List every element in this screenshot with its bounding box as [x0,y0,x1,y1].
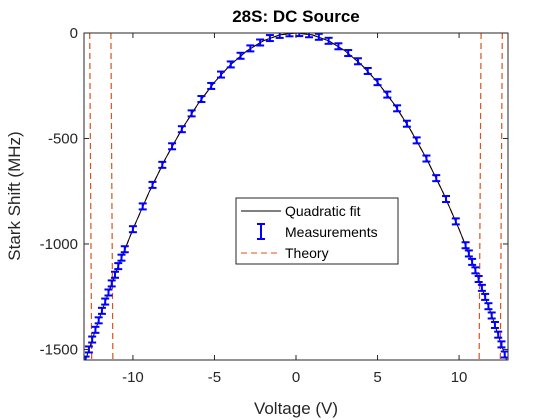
measurement-point [97,306,106,315]
measurement-point [487,311,496,320]
y-tick-label: -1000 [40,236,78,253]
x-tick-label: 0 [292,369,300,386]
measurement-point [484,302,493,311]
measurement-point [442,195,451,204]
x-axis-label: Voltage (V) [254,399,338,418]
measurement-point [344,49,353,58]
y-tick-label: 0 [70,25,78,42]
measurement-point [490,320,499,329]
legend-theory-label: Theory [285,245,329,261]
legend-measurements-label: Measurements [285,224,378,240]
measurement-point [451,217,460,226]
y-tick-label: -1500 [40,341,78,358]
measurement-point [114,262,123,271]
theory-resonance-line [110,33,114,360]
measurement-point [101,297,110,306]
measurement-point [88,335,97,344]
measurement-point [324,36,333,45]
x-tick-label: -5 [208,369,221,386]
measurement-point [314,33,323,41]
measurement-point [494,330,503,339]
data-layer [84,33,508,360]
measurement-point [373,78,382,87]
measurement-point [468,257,477,266]
measurement-point [158,160,167,169]
measurement-point [363,66,372,75]
chart-title: 28S: DC Source [232,7,360,26]
measurement-point [246,44,255,53]
measurement-point [168,142,177,151]
measurement-point [110,270,119,279]
measurement-point [138,202,147,211]
measurement-point [107,279,116,288]
measurement-point [148,180,157,189]
measurement-point [94,316,103,325]
legend-fit-label: Quadratic fit [285,203,361,219]
theory-resonance-line [499,33,503,360]
measurement-point [393,104,402,113]
x-tick-label: 5 [373,369,381,386]
measurement-point [497,340,506,349]
measurement-point [256,38,265,47]
measurement-point [104,288,113,297]
y-tick-label: -500 [48,130,78,147]
measurement-point [207,81,216,90]
measurement-point [128,225,137,234]
measurement-point [461,241,470,250]
measurement-point [481,292,490,301]
measurement-point [216,70,225,79]
measurement-point [334,42,343,51]
measurement-point [402,119,411,128]
y-axis-ticks: 0 -500 -1000 -1500 [40,25,508,358]
theory-resonance-line [478,33,482,360]
measurement-point [265,34,274,43]
measurement-point [226,60,235,69]
measurement-point [383,90,392,99]
measurement-point [474,274,483,283]
legend: Quadratic fit Measurements Theory [235,197,399,265]
measurement-point [236,51,245,60]
y-axis-label: Stark Shift (MHz) [5,131,24,260]
x-tick-label: -10 [122,369,144,386]
measurement-point [412,136,421,145]
measurement-point [422,154,431,163]
measurement-point [471,266,480,275]
legend-measurement-swatch [257,223,265,240]
measurement-point [500,350,508,359]
theory-resonance-line [89,33,93,360]
measurement-point [120,245,129,254]
measurement-point [275,33,284,39]
measurement-point [177,125,186,134]
measurement-point [187,109,196,118]
measurement-point [432,174,441,183]
measurement-point [305,33,314,39]
x-tick-label: 10 [451,369,468,386]
x-axis-ticks: -10 -5 0 5 10 [122,33,467,386]
plot-area: -10 -5 0 5 10 0 -500 -1000 -1500 [40,25,509,386]
measurement-point [353,57,362,66]
measurement-point [91,325,100,334]
measurement-point [464,249,473,258]
measurement-point [197,95,206,104]
measurement-point [117,253,126,262]
measurement-point [477,283,486,292]
